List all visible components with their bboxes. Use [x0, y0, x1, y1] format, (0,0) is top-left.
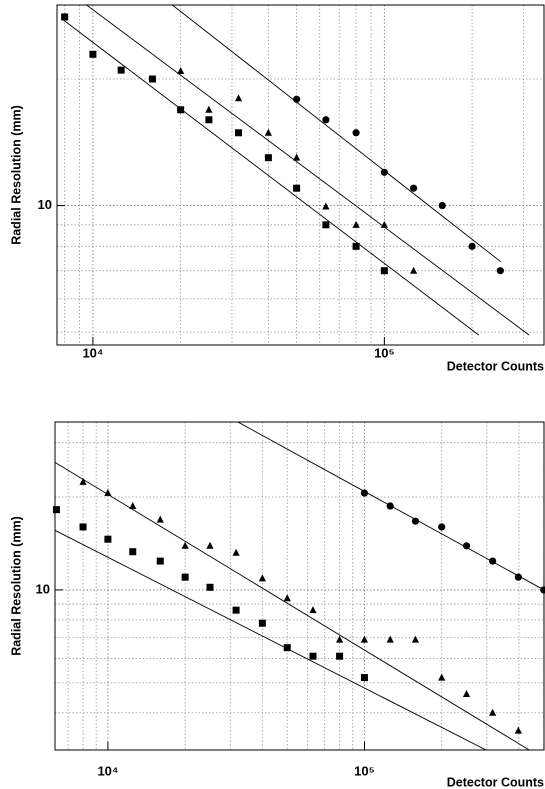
x-axis-label: Detector Counts: [447, 775, 544, 789]
triangle-marker: [104, 489, 112, 497]
triangle-marker: [129, 502, 137, 510]
square-marker: [283, 644, 291, 652]
fit-line: [55, 529, 487, 750]
circle-marker: [410, 184, 418, 192]
square-marker: [181, 573, 189, 581]
circle-marker: [438, 523, 446, 531]
plot-frame: [54, 421, 545, 751]
circle-marker: [322, 116, 330, 124]
triangle-marker: [489, 708, 497, 716]
fit-line: [171, 5, 502, 263]
circle-marker: [293, 95, 301, 103]
chart-panel: 10⁴ 10⁵ 10 Detector Counts Radial Resolution…: [9, 421, 545, 789]
square-marker: [129, 548, 137, 556]
circle-marker: [360, 489, 369, 497]
triangle-marker: [352, 220, 360, 228]
square-marker: [232, 606, 240, 614]
fit-line: [55, 461, 530, 750]
fit-line: [85, 5, 530, 336]
y-axis-label: Radial Resolution (mm): [9, 516, 23, 656]
y-tick-label: 10: [36, 581, 50, 596]
square-marker: [293, 184, 301, 192]
square-marker: [79, 523, 87, 531]
square-marker: [61, 13, 69, 21]
circle-marker: [514, 573, 522, 581]
x-tick-label: 10⁵: [374, 345, 395, 360]
square-marker: [117, 66, 125, 74]
triangle-marker: [177, 66, 185, 74]
square-marker: [336, 652, 344, 660]
triangle-marker: [335, 635, 344, 643]
y-axis-label: Radial Resolution (mm): [9, 105, 23, 245]
circle-marker: [438, 201, 446, 210]
square-marker: [206, 583, 214, 591]
triangle-marker: [322, 202, 330, 210]
triangle-marker: [283, 594, 291, 602]
square-marker: [156, 557, 164, 565]
square-marker: [309, 652, 317, 660]
circle-marker: [540, 586, 545, 594]
triangle-marker: [293, 153, 301, 161]
triangle-marker: [411, 635, 420, 643]
triangle-marker: [410, 266, 418, 274]
square-marker: [352, 242, 360, 250]
triangle-marker: [206, 541, 214, 549]
fit-line: [61, 18, 480, 336]
triangle-marker: [380, 220, 388, 228]
plot-frame: [56, 4, 545, 346]
triangle-marker: [264, 128, 272, 136]
chart-panel: 10⁴ 10⁵ 10 Detector Counts Radial Resolution…: [9, 4, 545, 373]
y-tick-label: 10: [38, 197, 52, 212]
square-marker: [380, 267, 388, 275]
circle-marker: [468, 242, 476, 250]
square-marker: [205, 116, 213, 124]
square-marker: [89, 50, 97, 58]
triangle-marker: [309, 606, 317, 614]
x-tick-label: 10⁴: [97, 763, 118, 778]
triangle-marker: [360, 635, 369, 643]
square-marker: [235, 129, 243, 137]
triangle-marker: [438, 673, 446, 681]
circle-marker: [462, 542, 471, 550]
triangle-marker: [79, 477, 87, 485]
triangle-marker: [386, 635, 394, 643]
x-axis-label: Detector Counts: [447, 359, 544, 373]
square-marker: [258, 619, 266, 627]
triangle-marker: [514, 726, 522, 734]
x-tick-label: 10⁴: [82, 345, 103, 360]
square-marker: [52, 506, 60, 514]
square-marker: [148, 75, 156, 83]
triangle-marker: [462, 690, 471, 698]
circle-marker: [411, 517, 420, 525]
triangle-marker: [205, 105, 213, 113]
circle-marker: [380, 168, 388, 176]
x-tick-label: 10⁵: [354, 763, 375, 778]
triangle-marker: [234, 94, 243, 102]
square-marker: [264, 154, 272, 162]
triangle-marker: [232, 548, 240, 556]
square-marker: [104, 535, 112, 543]
square-marker: [322, 221, 330, 229]
triangle-marker: [181, 541, 189, 549]
triangle-marker: [156, 515, 164, 523]
circle-marker: [386, 502, 394, 510]
square-marker: [177, 106, 185, 114]
circle-marker: [496, 267, 504, 275]
triangle-marker: [258, 574, 266, 582]
circle-marker: [489, 557, 497, 565]
square-marker: [360, 674, 368, 682]
circle-marker: [352, 129, 360, 137]
